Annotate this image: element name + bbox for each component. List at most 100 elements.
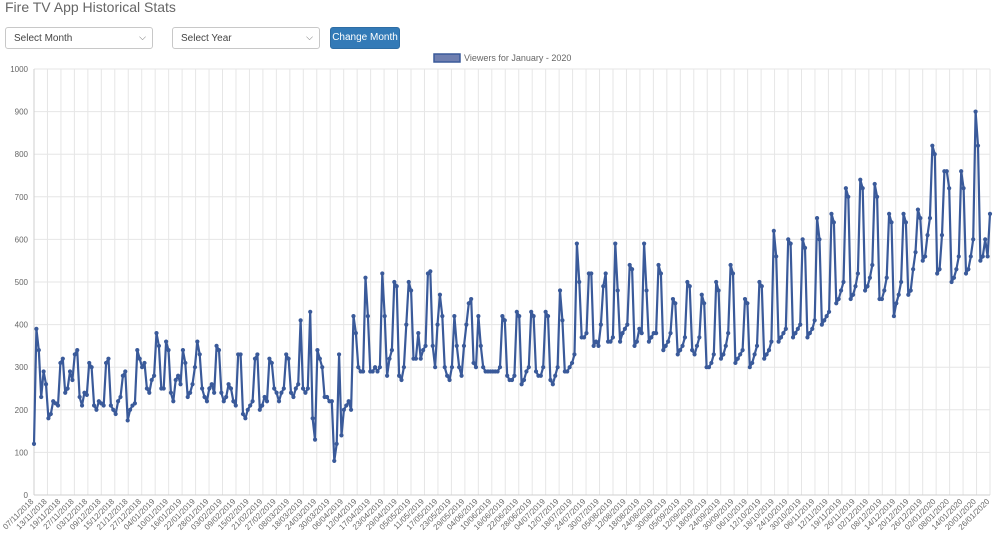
- data-point: [183, 360, 188, 366]
- data-point: [243, 416, 248, 421]
- data-point: [711, 352, 716, 357]
- data-point: [149, 377, 154, 383]
- data-point: [214, 343, 219, 348]
- data-point: [721, 352, 726, 357]
- data-point: [466, 301, 471, 306]
- data-point: [200, 386, 205, 391]
- data-point: [634, 339, 640, 344]
- data-point: [127, 407, 133, 412]
- data-point: [774, 254, 779, 259]
- data-point: [637, 326, 642, 331]
- data-point: [449, 365, 455, 370]
- data-point: [137, 356, 142, 361]
- data-point: [759, 284, 764, 289]
- data-point: [706, 365, 712, 370]
- data-point: [171, 399, 176, 404]
- y-tick-label: 1000: [10, 65, 28, 74]
- data-point: [445, 373, 450, 378]
- data-point: [812, 318, 817, 323]
- data-point: [841, 279, 846, 285]
- data-point: [308, 309, 313, 314]
- data-point: [363, 275, 368, 280]
- data-point: [310, 416, 315, 421]
- data-point: [291, 394, 296, 400]
- data-point: [930, 143, 935, 148]
- data-point: [939, 233, 945, 238]
- data-point: [781, 331, 786, 336]
- data-point: [865, 284, 870, 289]
- data-point: [248, 403, 253, 408]
- data-point: [622, 326, 627, 331]
- data-point: [557, 288, 563, 293]
- chevron-down-icon: ⌵: [306, 32, 313, 42]
- data-point: [430, 343, 435, 348]
- data-point: [666, 339, 671, 344]
- data-point: [702, 301, 707, 306]
- data-point: [752, 352, 757, 357]
- data-point: [87, 360, 92, 366]
- data-point: [267, 356, 272, 361]
- data-point: [341, 407, 346, 412]
- data-point: [961, 186, 966, 191]
- data-point: [392, 279, 397, 285]
- data-point: [692, 352, 697, 357]
- data-point: [699, 292, 704, 297]
- data-point: [548, 377, 553, 383]
- data-point: [826, 309, 832, 314]
- data-point: [973, 109, 978, 114]
- data-point: [118, 394, 123, 400]
- data-point: [598, 322, 603, 327]
- data-point: [60, 356, 65, 361]
- data-point: [305, 386, 310, 391]
- data-point: [91, 403, 97, 408]
- data-point: [966, 267, 971, 272]
- data-point: [115, 399, 121, 404]
- data-point: [356, 365, 361, 370]
- data-point: [180, 348, 186, 353]
- data-point: [89, 365, 94, 370]
- change-month-button[interactable]: Change Month: [330, 27, 400, 49]
- data-point: [766, 348, 772, 353]
- data-point: [320, 365, 325, 370]
- data-point: [901, 211, 906, 216]
- data-point: [197, 352, 202, 357]
- data-point: [716, 288, 721, 293]
- data-point: [512, 373, 517, 378]
- data-point: [572, 352, 577, 357]
- data-point: [802, 245, 808, 251]
- data-point: [31, 441, 37, 446]
- data-point: [786, 237, 791, 242]
- data-point: [147, 390, 152, 395]
- data-point: [630, 267, 635, 272]
- data-point: [497, 365, 503, 370]
- data-point: [221, 399, 226, 404]
- data-point: [142, 360, 147, 366]
- data-point: [39, 394, 44, 400]
- data-point: [75, 348, 80, 353]
- data-point: [872, 181, 877, 187]
- data-point: [601, 284, 606, 289]
- data-point: [896, 292, 901, 297]
- data-point: [819, 322, 824, 327]
- year-select[interactable]: Select Year ⌵: [172, 27, 320, 49]
- data-point: [627, 262, 632, 268]
- data-point: [951, 275, 957, 280]
- data-point: [406, 279, 411, 285]
- data-point: [529, 309, 534, 314]
- data-point: [459, 373, 464, 378]
- data-point: [747, 365, 752, 370]
- month-select[interactable]: Select Month ⌵: [5, 27, 153, 49]
- data-point: [202, 394, 207, 400]
- data-point: [252, 356, 258, 361]
- data-point: [72, 352, 77, 357]
- data-point: [887, 211, 892, 216]
- data-point: [178, 382, 183, 387]
- data-point: [923, 254, 928, 259]
- legend-label: Viewers for January - 2020: [464, 53, 571, 63]
- data-point: [959, 169, 964, 174]
- data-point: [336, 352, 342, 357]
- data-point: [584, 331, 589, 336]
- data-point: [524, 369, 529, 374]
- data-point: [125, 418, 130, 423]
- data-point: [517, 313, 522, 319]
